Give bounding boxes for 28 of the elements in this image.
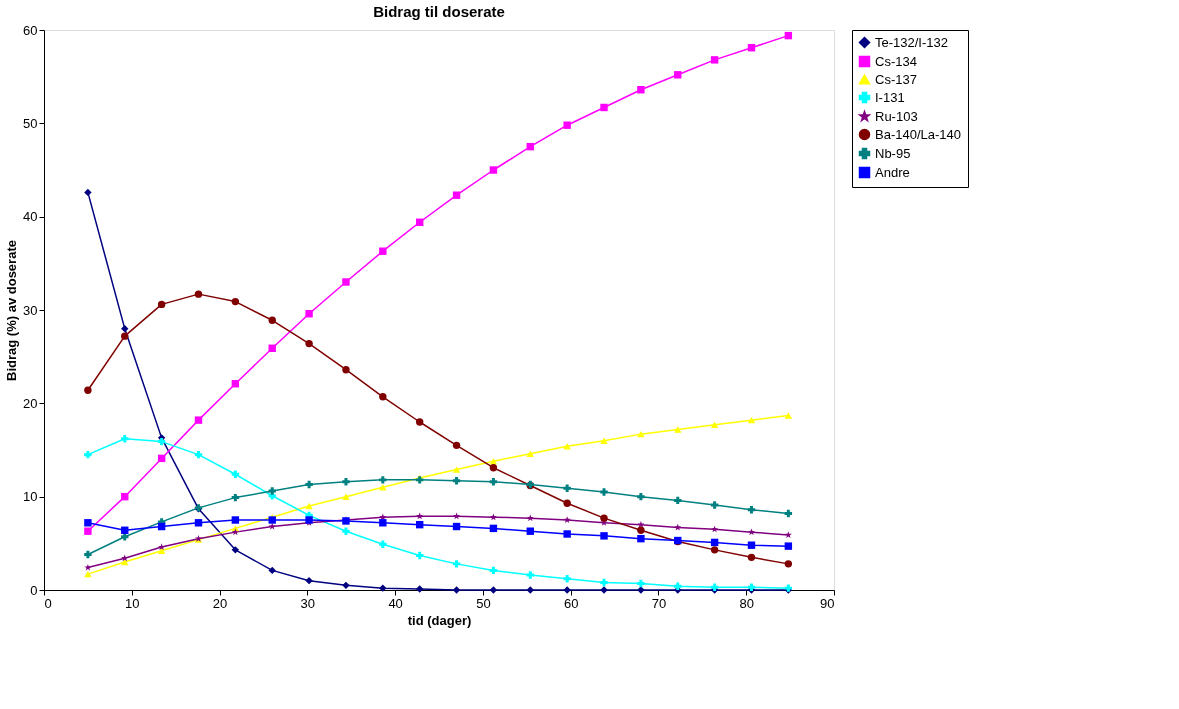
x-tick-label: 90 — [820, 595, 835, 611]
chart-title: Bidrag til doserate — [373, 3, 505, 20]
legend-label: Te-132/I-132 — [875, 34, 948, 50]
y-tick-label: 0 — [30, 582, 38, 598]
y-tick-label: 20 — [23, 395, 38, 411]
y-tick-label: 40 — [23, 209, 38, 225]
x-tick-label: 10 — [125, 595, 140, 611]
legend-label: I-131 — [875, 89, 905, 105]
y-tick-label: 30 — [23, 302, 38, 318]
x-tick-label: 40 — [388, 595, 403, 611]
x-tick-label: 60 — [563, 595, 579, 611]
x-tick-label: 80 — [739, 595, 754, 611]
x-tick-label: 70 — [651, 595, 667, 611]
x-tick-label: 20 — [212, 595, 228, 611]
legend-label: Andre — [875, 164, 910, 180]
legend-label: Cs-134 — [875, 53, 917, 69]
legend-label: Ba-140/La-140 — [875, 126, 962, 142]
x-tick-label: 50 — [476, 595, 491, 611]
x-tick-label: 30 — [300, 595, 316, 611]
y-tick-label: 50 — [23, 115, 38, 131]
x-axis-title: tid (dager) — [407, 612, 472, 628]
legend-label: Cs-137 — [875, 71, 917, 87]
y-axis-title: Bidrag (%) av doserate — [4, 240, 20, 381]
y-tick-label: 60 — [23, 22, 38, 38]
y-tick-label: 10 — [23, 489, 38, 505]
x-tick-label: 0 — [44, 595, 52, 611]
legend-label: Nb-95 — [875, 145, 911, 161]
legend-label: Ru-103 — [875, 108, 918, 124]
